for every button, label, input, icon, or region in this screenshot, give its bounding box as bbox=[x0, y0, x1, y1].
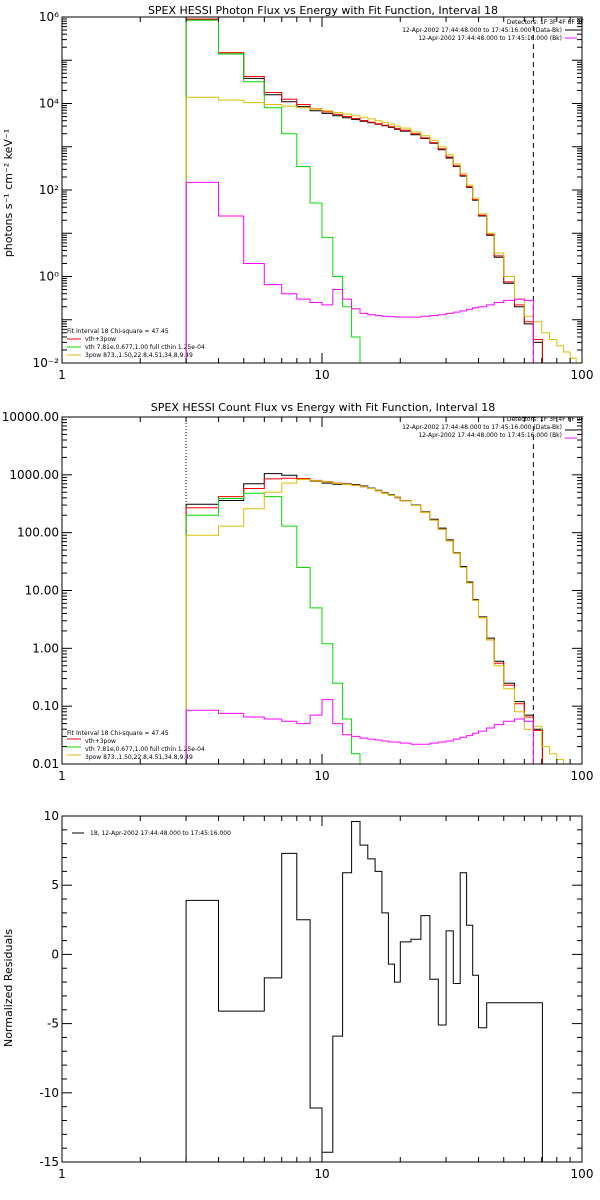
y-tick-label: 1000.00 bbox=[9, 468, 59, 482]
y-tick-label: 10² bbox=[39, 183, 59, 197]
y-tick-label: 10⁴ bbox=[39, 97, 59, 111]
x-tick-label: 100 bbox=[571, 1167, 594, 1181]
y-tick-label: -10 bbox=[39, 1086, 59, 1100]
y-tick-label: 10000.00 bbox=[2, 410, 59, 424]
legend-top-line-0: Detectors: 1F 3F 4F 6F 9F bbox=[507, 19, 585, 26]
series-4 bbox=[185, 699, 543, 764]
count-flux-title: SPEX HESSI Count Flux vs Energy with Fit… bbox=[151, 401, 495, 414]
residuals-ylabel: Normalized Residuals bbox=[2, 929, 15, 1047]
series-1 bbox=[185, 18, 543, 363]
x-tick-label: 100 bbox=[571, 368, 594, 382]
y-tick-label: 5 bbox=[51, 878, 59, 892]
y-tick-label: 10⁰ bbox=[39, 270, 59, 284]
panel-0-plot: 1 10 100 10⁻² 10⁰ 10² 10⁴ 10⁶ bbox=[33, 10, 594, 382]
legend-bottom-line-2: vth 7.81e,0.677,1.00 full cthin 1.25e-04 bbox=[85, 344, 205, 351]
series-2 bbox=[185, 492, 376, 764]
panel-2-plot: 1 10 100 -15 -10 -5 0 5 10 bbox=[39, 809, 593, 1181]
y-tick-label: -15 bbox=[39, 1155, 59, 1169]
legend-bottom-line-3: 3pow 873.,1.50,22.8,4.51,34.8,9.49 bbox=[85, 352, 193, 359]
series-0 bbox=[185, 821, 543, 1162]
series-group bbox=[185, 821, 543, 1162]
legend-top-line-1: 12-Apr-2002 17:44:48.000 to 17:45:16.000… bbox=[402, 27, 562, 34]
legend-top-line-2: 12-Apr-2002 17:44:48.000 to 17:45:16.000… bbox=[418, 432, 562, 439]
legend-top-line-1: 12-Apr-2002 17:44:48.000 to 17:45:16.000… bbox=[402, 424, 562, 431]
legend-top-line-2: 12-Apr-2002 17:44:48.000 to 17:45:16.000… bbox=[418, 35, 562, 42]
x-tick-label: 10 bbox=[314, 769, 329, 783]
y-tick-label: -5 bbox=[47, 1017, 59, 1031]
count-flux-panel: SPEX HESSI Count Flux vs Energy with Fit… bbox=[67, 401, 585, 761]
y-tick-label: 100.00 bbox=[17, 526, 59, 540]
y-tick-label: 10⁶ bbox=[39, 10, 59, 24]
series-4 bbox=[185, 181, 543, 363]
y-tick-label: 1.00 bbox=[32, 641, 59, 655]
residuals-panel: Normalized Residuals 18, 12-Apr-2002 17:… bbox=[2, 830, 231, 1047]
x-tick-label: 10 bbox=[314, 1167, 329, 1181]
x-tick-label: 1 bbox=[58, 769, 66, 783]
y-tick-label: 0 bbox=[51, 947, 59, 961]
y-tick-label: 0.10 bbox=[32, 699, 59, 713]
x-tick-label: 1 bbox=[58, 368, 66, 382]
legend-bottom-line-0: Fit Interval 18 Chi-square = 47.45 bbox=[67, 730, 169, 737]
series-group bbox=[185, 473, 577, 764]
y-tick-label: 10.00 bbox=[25, 584, 59, 598]
count-flux-legend-top: Detectors: 1F 3F 4F 6F 9F 12-Apr-2002 17… bbox=[402, 416, 584, 439]
y-tick-label: 0.01 bbox=[32, 757, 59, 771]
legend-bottom-line-3: 3pow 873.,1.50,22.8,4.51,34.8,9.49 bbox=[85, 754, 193, 761]
series-2 bbox=[185, 19, 376, 363]
photon-flux-panel: SPEX HESSI Photon Flux vs Energy with Fi… bbox=[2, 4, 585, 359]
photon-flux-legend-bottom: Fit Interval 18 Chi-square = 47.45 vth+3… bbox=[67, 328, 205, 359]
legend-bottom-line-0: Fit Interval 18 Chi-square = 47.45 bbox=[67, 328, 169, 335]
photon-flux-legend-top: Detectors: 1F 3F 4F 6F 9F 12-Apr-2002 17… bbox=[402, 19, 584, 42]
legend-top-line-0: Detectors: 1F 3F 4F 6F 9F bbox=[507, 416, 585, 423]
count-flux-legend-bottom: Fit Interval 18 Chi-square = 47.45 vth+3… bbox=[67, 730, 205, 761]
y-tick-label: 10⁻² bbox=[33, 356, 60, 370]
x-tick-label: 100 bbox=[571, 769, 594, 783]
photon-flux-title: SPEX HESSI Photon Flux vs Energy with Fi… bbox=[148, 4, 498, 17]
photon-flux-ylabel: photons s⁻¹ cm⁻² keV⁻¹ bbox=[2, 129, 15, 257]
series-3 bbox=[185, 479, 577, 764]
y-tick-label: 10 bbox=[44, 809, 59, 823]
legend-bottom-line-1: vth+3pow bbox=[85, 738, 116, 745]
x-tick-label: 10 bbox=[314, 368, 329, 382]
series-group bbox=[185, 18, 582, 363]
residuals-legend: 18, 12-Apr-2002 17:44:48.000 to 17:45:16… bbox=[90, 830, 231, 837]
panel-1-plot: 1 10 100 0.01 0.10 1.00 10.00 100.00 1000.00 1000… bbox=[2, 410, 594, 783]
legend-bottom-line-2: vth 7.81e,0.677,1.00 full cthin 1.25e-04 bbox=[85, 746, 205, 753]
x-tick-label: 1 bbox=[58, 1167, 66, 1181]
legend-bottom-line-1: vth+3pow bbox=[85, 336, 116, 343]
